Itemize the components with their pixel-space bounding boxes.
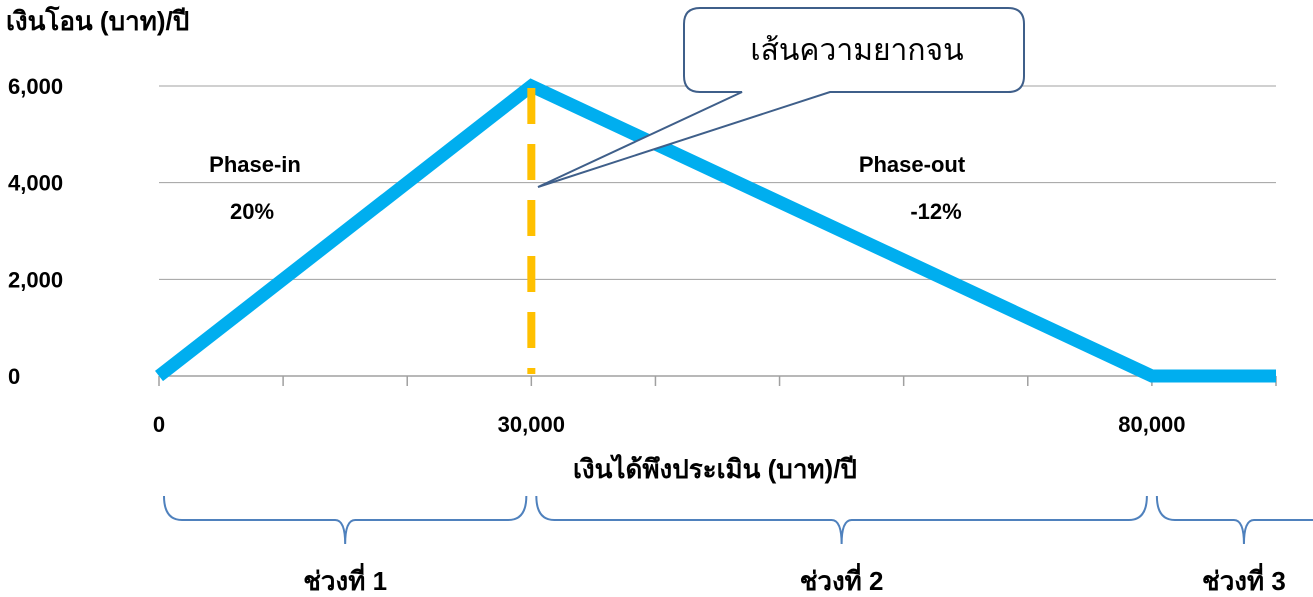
- annotation-phase-out-rate: -12%: [910, 199, 961, 224]
- x-tick-label-1: 30,000: [498, 412, 565, 437]
- y-tick-label-3: 6,000: [8, 74, 63, 99]
- x-axis: [158, 375, 1277, 386]
- bracket-2: [535, 495, 1148, 545]
- annotation-phase-in: Phase-in: [209, 152, 301, 177]
- callout: [537, 7, 1025, 188]
- bracket-label-3: ช่วงที่ 3: [1202, 562, 1286, 596]
- bracket-1: [163, 495, 528, 545]
- x-axis-title: เงินได้พึงประเมิน (บาท)/ปี: [573, 453, 857, 484]
- labels: เงินโอน (บาท)/ปี เงินได้พึงประเมิน (บาท)…: [6, 5, 966, 484]
- y-tick-label-2: 4,000: [8, 171, 63, 196]
- x-tick-label-2: 80,000: [1118, 412, 1185, 437]
- y-tick-labels: 0 2,000 4,000 6,000: [8, 74, 63, 389]
- bracket-label-2: ช่วงที่ 2: [800, 562, 884, 596]
- annotation-phase-in-rate: 20%: [230, 199, 274, 224]
- x-tick-label-0: 0: [153, 412, 165, 437]
- segment-brackets: ช่วงที่ 1 ช่วงที่ 2 ช่วงที่ 3: [163, 495, 1313, 596]
- series-line-0: [155, 78, 1276, 383]
- annotation-phase-out: Phase-out: [859, 152, 966, 177]
- series-layer: [155, 78, 1277, 383]
- y-tick-label-1: 2,000: [8, 267, 63, 292]
- bracket-label-1: ช่วงที่ 1: [303, 562, 387, 596]
- bracket-3: [1155, 495, 1313, 545]
- x-tick-labels: 0 30,000 80,000: [153, 412, 1186, 437]
- y-axis-title: เงินโอน (บาท)/ปี: [6, 5, 189, 36]
- y-tick-label-0: 0: [8, 364, 20, 389]
- callout-bubble: [537, 7, 1025, 188]
- poverty-line-label: เส้นความยากจน: [750, 34, 963, 67]
